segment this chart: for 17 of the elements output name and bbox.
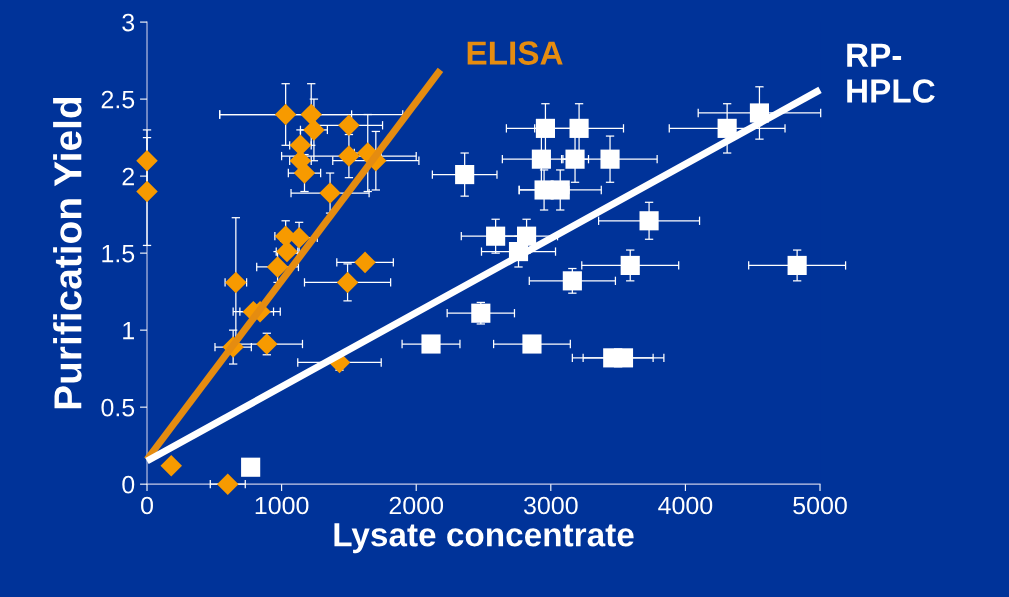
x-axis-title: Lysate concentrate: [334, 523, 634, 554]
y-tick-label: 0: [122, 475, 135, 494]
y-tick-label: 0.5: [101, 398, 135, 417]
x-tick-label: 2000: [389, 496, 444, 515]
y-tick-label: 1: [123, 322, 134, 340]
y-axis-title: Purification Yield: [53, 97, 82, 409]
y-tick-label: 1.5: [102, 244, 135, 263]
series-label: RP- HPLC: [847, 43, 935, 103]
y-tick-label: 2.5: [101, 90, 135, 109]
x-tick-label: 0: [141, 496, 153, 515]
x-tick-label: 3000: [523, 496, 578, 515]
series-label: ELISA: [467, 41, 563, 65]
y-tick-label: 3: [122, 13, 135, 32]
x-tick-label: 4000: [658, 496, 713, 515]
x-tick-label: 5000: [793, 496, 847, 515]
x-tick-label: 1000: [255, 496, 309, 515]
y-tick-label: 2: [122, 167, 134, 186]
